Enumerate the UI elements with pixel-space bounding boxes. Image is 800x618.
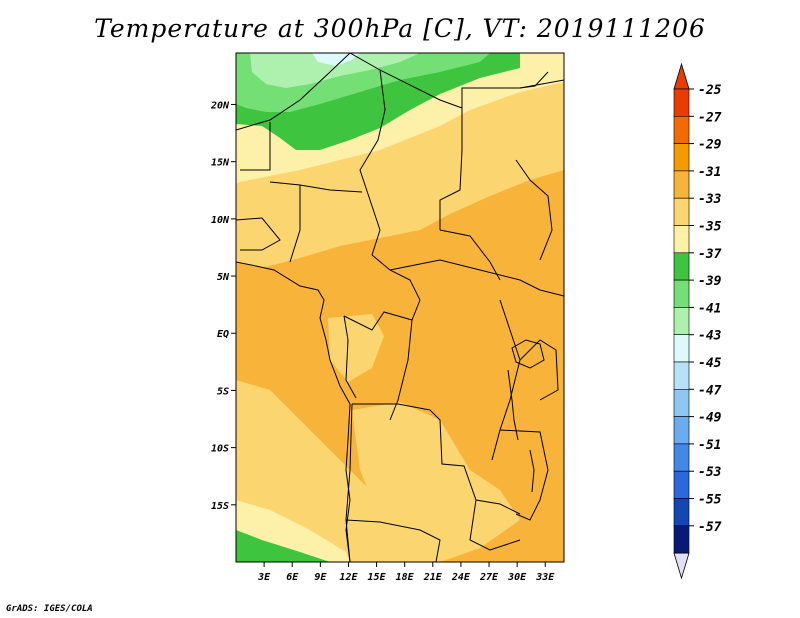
colorbar-swatch bbox=[673, 252, 690, 281]
colorbar-swatch bbox=[673, 525, 690, 554]
colorbar-swatch bbox=[673, 279, 690, 308]
colorbar-label: -47 bbox=[698, 383, 722, 398]
colorbar-swatch bbox=[673, 116, 690, 144]
lon-tick-label: 27E bbox=[479, 572, 499, 583]
coastline bbox=[236, 261, 545, 562]
boundary-line bbox=[439, 229, 501, 281]
boundary-line bbox=[352, 403, 521, 515]
colorbar-label: -39 bbox=[698, 274, 722, 289]
lon-tick-label: 21E bbox=[423, 572, 443, 583]
colorbar-swatch bbox=[673, 416, 690, 445]
field-band-33-patch-b bbox=[352, 402, 520, 562]
colorbar-label: -51 bbox=[698, 438, 721, 453]
colorbar-label: -29 bbox=[698, 138, 722, 153]
lake-tanganyika bbox=[507, 369, 519, 441]
country-boundaries bbox=[236, 53, 564, 562]
boundary-line bbox=[343, 254, 421, 331]
lon-tick-label: 3E bbox=[257, 572, 271, 583]
boundary-line bbox=[240, 122, 271, 171]
grads-credit: GrADS: IGES/COLA bbox=[6, 604, 93, 614]
colorbar-label: -57 bbox=[698, 520, 722, 535]
lat-tick-label: 10N bbox=[211, 215, 230, 226]
coastline-west-africa bbox=[236, 261, 351, 562]
colorbar-label: -55 bbox=[698, 493, 722, 508]
boundary-line bbox=[269, 181, 363, 193]
colorbar-swatch bbox=[673, 498, 690, 527]
colorbar-swatch bbox=[673, 388, 690, 417]
colorbar-swatch bbox=[673, 334, 690, 363]
longitude-axis: 3E 6E 9E 12E 15E 18E 21E 24E 27E 30E 33E bbox=[257, 562, 555, 583]
colorbar-bottom-cap bbox=[673, 552, 690, 580]
boundary-line bbox=[345, 519, 441, 562]
colorbar-top-cap bbox=[673, 62, 690, 90]
boundary-line bbox=[519, 71, 549, 89]
lat-tick-label: 10S bbox=[211, 444, 229, 455]
colorbar-label: -37 bbox=[698, 247, 722, 262]
field-band-41-north bbox=[250, 53, 420, 88]
boundary-line bbox=[499, 429, 549, 521]
colorbar-swatch bbox=[673, 361, 690, 390]
lat-tick-label: 5S bbox=[217, 386, 229, 397]
field-band-31-main bbox=[236, 170, 564, 562]
boundary-line bbox=[389, 259, 564, 297]
colorbar-swatch bbox=[673, 143, 690, 172]
lon-tick-label: 6E bbox=[286, 572, 299, 583]
colorbar-label: -33 bbox=[698, 192, 722, 207]
colorbar-swatch bbox=[673, 197, 690, 226]
lon-tick-label: 30E bbox=[507, 572, 527, 583]
colorbar-swatch bbox=[673, 225, 690, 254]
field-band-33-patch-a bbox=[328, 314, 384, 382]
lon-tick-label: 15E bbox=[368, 572, 387, 583]
boundary-line bbox=[379, 69, 463, 230]
lat-tick-label: EQ bbox=[217, 329, 229, 340]
boundary-line bbox=[349, 53, 386, 256]
colorbar: -25 -27 -29 -31 -33 -35 -37 -39 -41 -43 -45 -47 -49 -… bbox=[673, 62, 722, 580]
colorbar-label: -25 bbox=[698, 83, 722, 98]
colorbar-label: -53 bbox=[698, 465, 722, 480]
colorbar-label: -41 bbox=[698, 301, 721, 316]
colorbar-swatch bbox=[673, 307, 690, 335]
lon-tick-label: 24E bbox=[451, 572, 471, 583]
latitude-axis: 20N 15N 10N 5N EQ 5S 10S 15S bbox=[210, 100, 236, 512]
colorbar-swatch bbox=[673, 170, 690, 199]
boundary-line bbox=[343, 315, 357, 399]
lat-tick-label: 5N bbox=[217, 272, 230, 283]
boundary-line bbox=[491, 299, 521, 461]
colorbar-label: -31 bbox=[698, 165, 721, 180]
lon-tick-label: 18E bbox=[396, 572, 415, 583]
boundary-line bbox=[519, 339, 559, 401]
boundary-line bbox=[289, 185, 301, 263]
lon-tick-label: 12E bbox=[339, 572, 358, 583]
boundary-line bbox=[389, 319, 413, 421]
boundary-line bbox=[345, 403, 353, 562]
colorbar-label: -27 bbox=[698, 110, 722, 125]
lon-tick-label: 33E bbox=[535, 572, 555, 583]
boundary-line bbox=[236, 53, 351, 131]
boundary-line bbox=[236, 217, 281, 251]
chart-title: Temperature at 300hPa [C], VT: 201911120… bbox=[94, 14, 706, 43]
lake-victoria bbox=[511, 339, 545, 369]
lake-malawi bbox=[529, 449, 535, 493]
colorbar-swatch bbox=[673, 88, 690, 117]
colorbar-label: -35 bbox=[698, 220, 722, 235]
lon-tick-label: 9E bbox=[314, 572, 327, 583]
colorbar-swatch bbox=[673, 443, 690, 472]
colorbar-label: -49 bbox=[698, 411, 722, 426]
map-frame bbox=[235, 52, 565, 563]
colorbar-label: -45 bbox=[698, 356, 722, 371]
lat-tick-label: 15N bbox=[211, 158, 230, 169]
lat-tick-label: 20N bbox=[210, 100, 230, 111]
boundary-line bbox=[515, 159, 553, 261]
boundary-line bbox=[469, 499, 521, 551]
colorbar-swatch bbox=[673, 470, 690, 499]
lat-tick-label: 15S bbox=[211, 501, 229, 512]
temperature-field bbox=[236, 53, 564, 562]
field-band-43-north bbox=[312, 53, 360, 66]
colorbar-label: -43 bbox=[698, 329, 722, 344]
boundary-line bbox=[461, 79, 564, 108]
field-band-37-south bbox=[236, 530, 330, 562]
